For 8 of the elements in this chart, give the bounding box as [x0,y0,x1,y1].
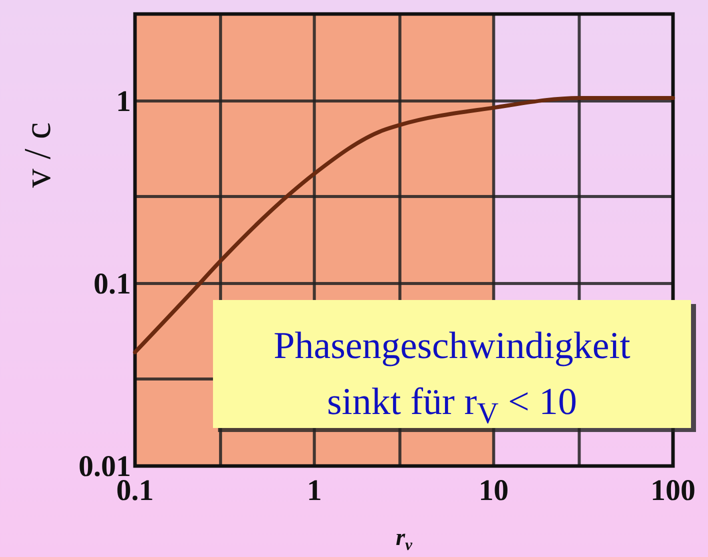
x-tick-label: 10 [478,474,509,507]
y-axis-title: v / c [17,122,59,188]
x-axis-title: r$_{v}$ [396,525,414,554]
y-tick-label: 1 [116,85,131,118]
annotation: Phasengeschwindigkeit sinkt für r$_{V}$ < 10 [274,325,631,430]
x-tick-label: 1 [306,474,322,507]
x-tick-label: 100 [650,474,696,507]
y-tick-label: 0.1 [94,268,131,301]
